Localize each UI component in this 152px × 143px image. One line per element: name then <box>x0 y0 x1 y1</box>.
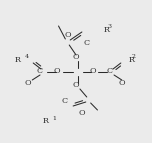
Text: O: O <box>119 79 125 87</box>
Text: O: O <box>79 109 85 117</box>
Text: 2: 2 <box>132 54 136 59</box>
Text: 3: 3 <box>107 23 111 28</box>
Text: 4: 4 <box>25 54 29 59</box>
Text: C: C <box>107 67 113 75</box>
Text: C: C <box>84 39 90 47</box>
Text: R: R <box>129 56 135 64</box>
Text: O: O <box>25 79 31 87</box>
Text: O: O <box>73 81 79 89</box>
Text: O: O <box>90 67 96 75</box>
Text: O: O <box>73 53 79 61</box>
Text: R: R <box>15 56 21 64</box>
Text: R: R <box>43 117 49 125</box>
Text: R: R <box>104 26 110 34</box>
Text: C: C <box>37 67 43 75</box>
Text: O: O <box>65 31 71 39</box>
Text: C: C <box>62 97 68 105</box>
Text: 1: 1 <box>52 116 56 121</box>
Text: O: O <box>54 67 60 75</box>
